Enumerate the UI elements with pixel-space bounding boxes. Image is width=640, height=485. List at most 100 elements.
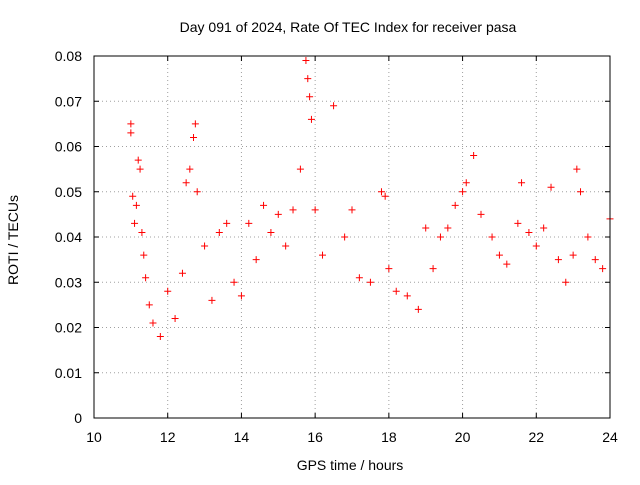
data-point bbox=[488, 233, 496, 241]
y-tick-label: 0.03 bbox=[55, 274, 82, 290]
data-point bbox=[444, 224, 452, 232]
data-point bbox=[289, 206, 297, 214]
data-point bbox=[230, 278, 238, 286]
x-tick-label: 14 bbox=[234, 429, 250, 445]
data-point bbox=[514, 219, 522, 227]
data-point bbox=[540, 224, 548, 232]
data-point bbox=[132, 201, 140, 209]
data-point bbox=[201, 242, 209, 250]
data-point bbox=[495, 251, 503, 259]
x-tick-label: 18 bbox=[381, 429, 397, 445]
data-point bbox=[503, 260, 511, 268]
data-point bbox=[462, 179, 470, 187]
x-tick-label: 20 bbox=[455, 429, 471, 445]
data-point bbox=[134, 156, 142, 164]
data-point bbox=[381, 192, 389, 200]
y-tick-label: 0.01 bbox=[55, 365, 82, 381]
data-point bbox=[145, 301, 153, 309]
data-point bbox=[451, 201, 459, 209]
data-point bbox=[193, 188, 201, 196]
data-point bbox=[330, 102, 338, 110]
data-point bbox=[377, 188, 385, 196]
data-point bbox=[348, 206, 356, 214]
data-point bbox=[562, 278, 570, 286]
data-point bbox=[532, 242, 540, 250]
data-point bbox=[260, 201, 268, 209]
data-point bbox=[436, 233, 444, 241]
y-tick-label: 0.07 bbox=[55, 93, 82, 109]
data-point bbox=[547, 183, 555, 191]
data-point bbox=[414, 305, 422, 313]
y-axis-label: ROTI / TECUs bbox=[5, 195, 21, 285]
data-point bbox=[569, 251, 577, 259]
data-point bbox=[215, 228, 223, 236]
data-point bbox=[142, 274, 150, 282]
data-point bbox=[190, 133, 198, 141]
data-point bbox=[403, 292, 411, 300]
data-point bbox=[429, 265, 437, 273]
data-point bbox=[131, 219, 139, 227]
data-point bbox=[319, 251, 327, 259]
data-point bbox=[573, 165, 581, 173]
data-point bbox=[599, 265, 607, 273]
data-point bbox=[385, 265, 393, 273]
data-point bbox=[129, 192, 137, 200]
y-tick-label: 0.06 bbox=[55, 139, 82, 155]
x-axis-label: GPS time / hours bbox=[297, 457, 404, 473]
data-point bbox=[186, 165, 194, 173]
chart-title: Day 091 of 2024, Rate Of TEC Index for r… bbox=[180, 19, 517, 35]
data-point bbox=[138, 228, 146, 236]
x-tick-label: 22 bbox=[528, 429, 544, 445]
data-point bbox=[525, 228, 533, 236]
data-point bbox=[208, 296, 216, 304]
data-point bbox=[392, 287, 400, 295]
data-point bbox=[282, 242, 290, 250]
data-points bbox=[127, 57, 614, 341]
y-tick-label: 0.08 bbox=[55, 48, 82, 64]
data-point bbox=[591, 256, 599, 264]
data-point bbox=[127, 120, 135, 128]
data-point bbox=[156, 333, 164, 341]
data-point bbox=[422, 224, 430, 232]
data-point bbox=[304, 75, 312, 83]
y-tick-label: 0 bbox=[74, 410, 82, 426]
data-point bbox=[274, 210, 282, 218]
x-tick-label: 12 bbox=[160, 429, 176, 445]
data-point bbox=[355, 274, 363, 282]
data-point bbox=[267, 228, 275, 236]
x-tick-label: 24 bbox=[602, 429, 618, 445]
data-point bbox=[178, 269, 186, 277]
data-point bbox=[191, 120, 199, 128]
axis-ticks bbox=[93, 55, 611, 419]
data-point bbox=[136, 165, 144, 173]
data-point bbox=[164, 287, 172, 295]
data-point bbox=[223, 219, 231, 227]
y-tick-label: 0.05 bbox=[55, 184, 82, 200]
data-point bbox=[306, 93, 314, 101]
grid-lines bbox=[94, 56, 610, 418]
data-point bbox=[182, 179, 190, 187]
data-point bbox=[554, 256, 562, 264]
data-point bbox=[518, 179, 526, 187]
data-point bbox=[311, 206, 319, 214]
x-tick-label: 10 bbox=[86, 429, 102, 445]
data-point bbox=[584, 233, 592, 241]
data-point bbox=[140, 251, 148, 259]
data-point bbox=[477, 210, 485, 218]
x-tick-labels: 10 12 14 16 18 20 22 24 bbox=[86, 429, 618, 445]
data-point bbox=[171, 314, 179, 322]
data-point bbox=[470, 152, 478, 160]
data-point bbox=[302, 57, 310, 65]
data-point bbox=[149, 319, 157, 327]
data-point bbox=[577, 188, 585, 196]
data-point bbox=[127, 129, 135, 137]
data-point bbox=[245, 219, 253, 227]
data-point bbox=[237, 292, 245, 300]
data-point bbox=[459, 188, 467, 196]
data-point bbox=[341, 233, 349, 241]
y-tick-labels: 0 0.01 0.02 0.03 0.04 0.05 0.06 0.07 0.08 bbox=[55, 48, 82, 426]
data-point bbox=[252, 256, 260, 264]
